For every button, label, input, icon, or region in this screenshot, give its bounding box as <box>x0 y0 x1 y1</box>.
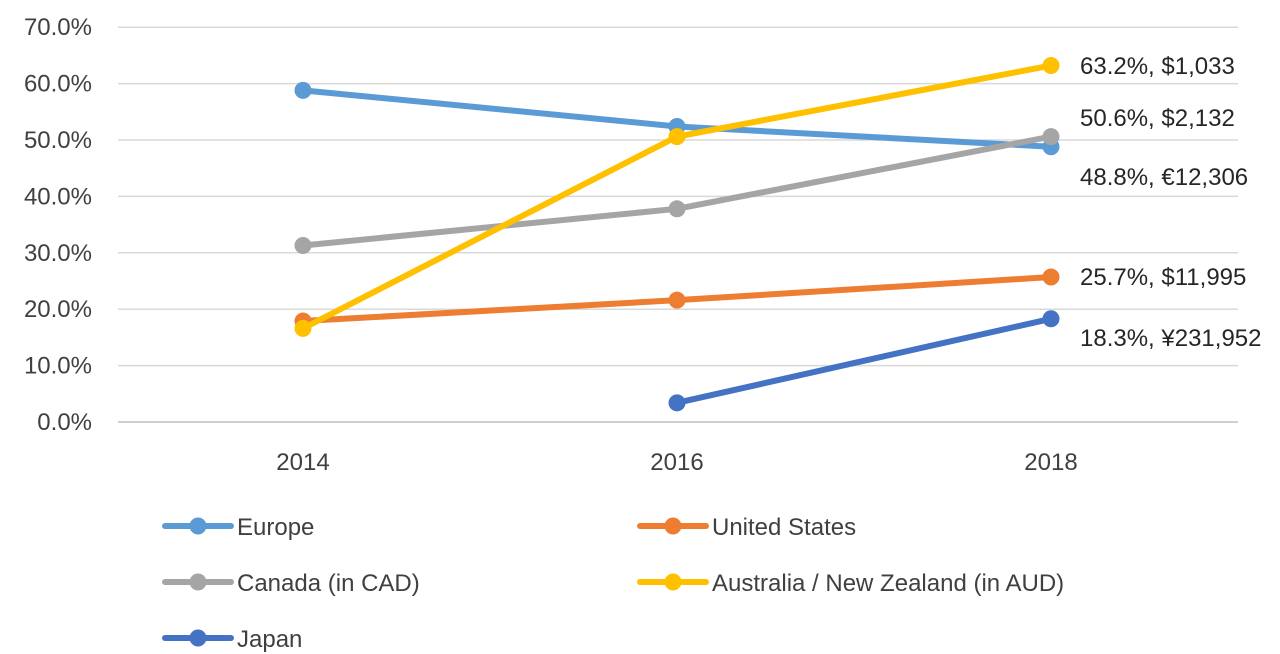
data-label: 50.6%, $2,132 <box>1080 105 1235 132</box>
data-label: 48.8%, €12,306 <box>1080 164 1248 191</box>
data-label: 25.7%, $11,995 <box>1080 264 1246 291</box>
legend-label: Japan <box>237 626 302 653</box>
legend-label: Europe <box>237 514 314 541</box>
data-label: 63.2%, $1,033 <box>1080 53 1235 80</box>
data-point <box>1042 268 1060 286</box>
legend-label: Canada (in CAD) <box>237 570 420 597</box>
x-tick-label: 2018 <box>1024 449 1077 476</box>
y-tick-label: 30.0% <box>24 240 92 267</box>
x-axis: 2014 2016 2018 <box>276 449 1077 476</box>
series-line-2 <box>300 133 1054 249</box>
y-axis: 0.0% 10.0% 20.0% 30.0% 40.0% 50.0% 60.0% 70.0% <box>24 14 92 436</box>
data-point <box>1042 128 1060 146</box>
legend-swatch-marker <box>189 573 207 591</box>
legend-label: Australia / New Zealand (in AUD) <box>712 570 1064 597</box>
y-tick-label: 60.0% <box>24 71 92 98</box>
y-tick-label: 0.0% <box>37 409 92 436</box>
legend-swatch-marker <box>664 517 682 535</box>
legend-label: United States <box>712 514 856 541</box>
data-point <box>668 291 686 309</box>
series-group <box>294 57 1060 412</box>
legend: Europe United States Canada (in CAD) Austra… <box>162 514 1064 653</box>
data-point <box>668 200 686 218</box>
x-tick-label: 2016 <box>650 449 703 476</box>
series-line-4 <box>674 315 1054 406</box>
gridlines <box>118 26 1238 423</box>
data-point <box>668 394 686 412</box>
y-tick-label: 10.0% <box>24 353 92 380</box>
legend-swatch-marker <box>189 517 207 535</box>
data-point <box>1042 310 1060 328</box>
legend-swatch-marker <box>664 573 682 591</box>
y-tick-label: 40.0% <box>24 183 92 210</box>
x-tick-label: 2014 <box>276 449 329 476</box>
y-tick-label: 50.0% <box>24 127 92 154</box>
data-labels: 48.8%, €12,306 25.7%, $11,995 50.6%, $2,13… <box>1080 53 1262 352</box>
data-point <box>1042 57 1060 75</box>
data-point <box>294 319 312 337</box>
y-tick-label: 20.0% <box>24 296 92 323</box>
data-point <box>294 81 312 99</box>
data-point <box>668 128 686 146</box>
legend-swatch-marker <box>189 629 207 647</box>
data-label: 18.3%, ¥231,952 <box>1080 325 1262 352</box>
data-point <box>294 236 312 254</box>
y-tick-label: 70.0% <box>24 14 92 41</box>
